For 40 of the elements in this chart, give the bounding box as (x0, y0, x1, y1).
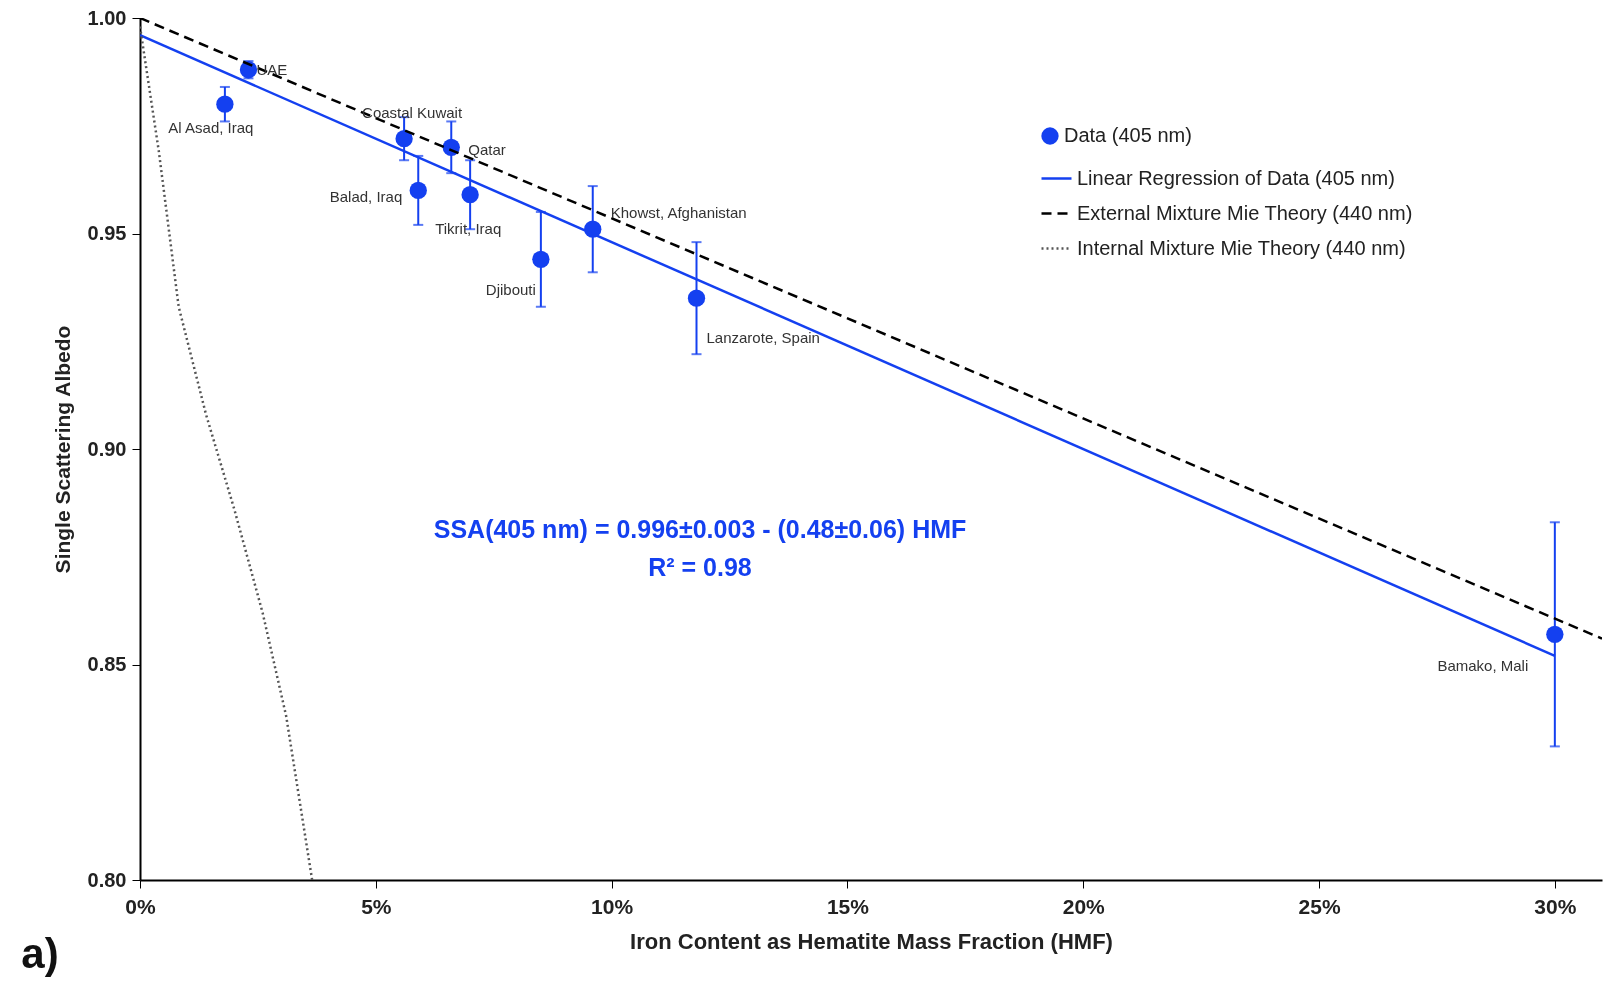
legend-label: Linear Regression of Data (405 nm) (1077, 166, 1395, 189)
x-tick-label: 10% (591, 894, 634, 918)
legend-label: External Mixture Mie Theory (440 nm) (1077, 201, 1413, 224)
annotation: Khowst, Afghanistan (610, 204, 747, 222)
point (216, 95, 234, 113)
x-tick-label: 20% (1062, 894, 1106, 918)
point (532, 250, 550, 268)
y-tick-label: 1.00 (87, 6, 127, 29)
annotation: R² = 0.98 (648, 553, 752, 581)
x-tick-label: 0% (125, 894, 156, 918)
legend-label: Data (405 nm) (1064, 124, 1192, 146)
x-tick-label: 5% (361, 894, 392, 918)
point (409, 181, 427, 200)
x-tick-label: 30% (1534, 894, 1577, 918)
annotation: Qatar (468, 141, 506, 159)
annotation: Al Asad, Iraq (168, 119, 254, 137)
annotation: Balad, Iraq (329, 188, 403, 206)
point (395, 130, 413, 148)
x-axis-title: Iron Content as Hematite Mass Fraction (HMF) (630, 928, 1113, 954)
y-tick-label: 0.95 (87, 222, 127, 244)
annotation: Coastal Kuwait (362, 103, 463, 121)
y-axis-title: Single Scattering Albedo (50, 325, 74, 574)
text: a) (21, 930, 59, 977)
annotation: Djibouti (485, 281, 536, 299)
point (239, 61, 258, 79)
point (687, 289, 706, 307)
annotation: UAE (256, 60, 288, 78)
annotation: Bamako, Mali (1437, 657, 1529, 675)
y-tick-label: 0.85 (87, 653, 127, 675)
point (1546, 625, 1564, 643)
point (461, 186, 479, 204)
x-tick-label: 25% (1298, 894, 1341, 918)
y-tick-label: 0.90 (87, 437, 127, 460)
legend-label: Internal Mixture Mie Theory (440 nm) (1077, 236, 1406, 259)
line-series (140, 25, 314, 880)
annotation: Lanzarote, Spain (706, 329, 820, 347)
y-tick-label: 0.80 (87, 868, 127, 891)
annotation: SSA(405 nm) = 0.996±0.003 - (0.48±0.06) HMF (433, 515, 967, 543)
x-tick-label: 15% (826, 894, 870, 918)
annotation: Tikrit, Iraq (435, 219, 502, 237)
